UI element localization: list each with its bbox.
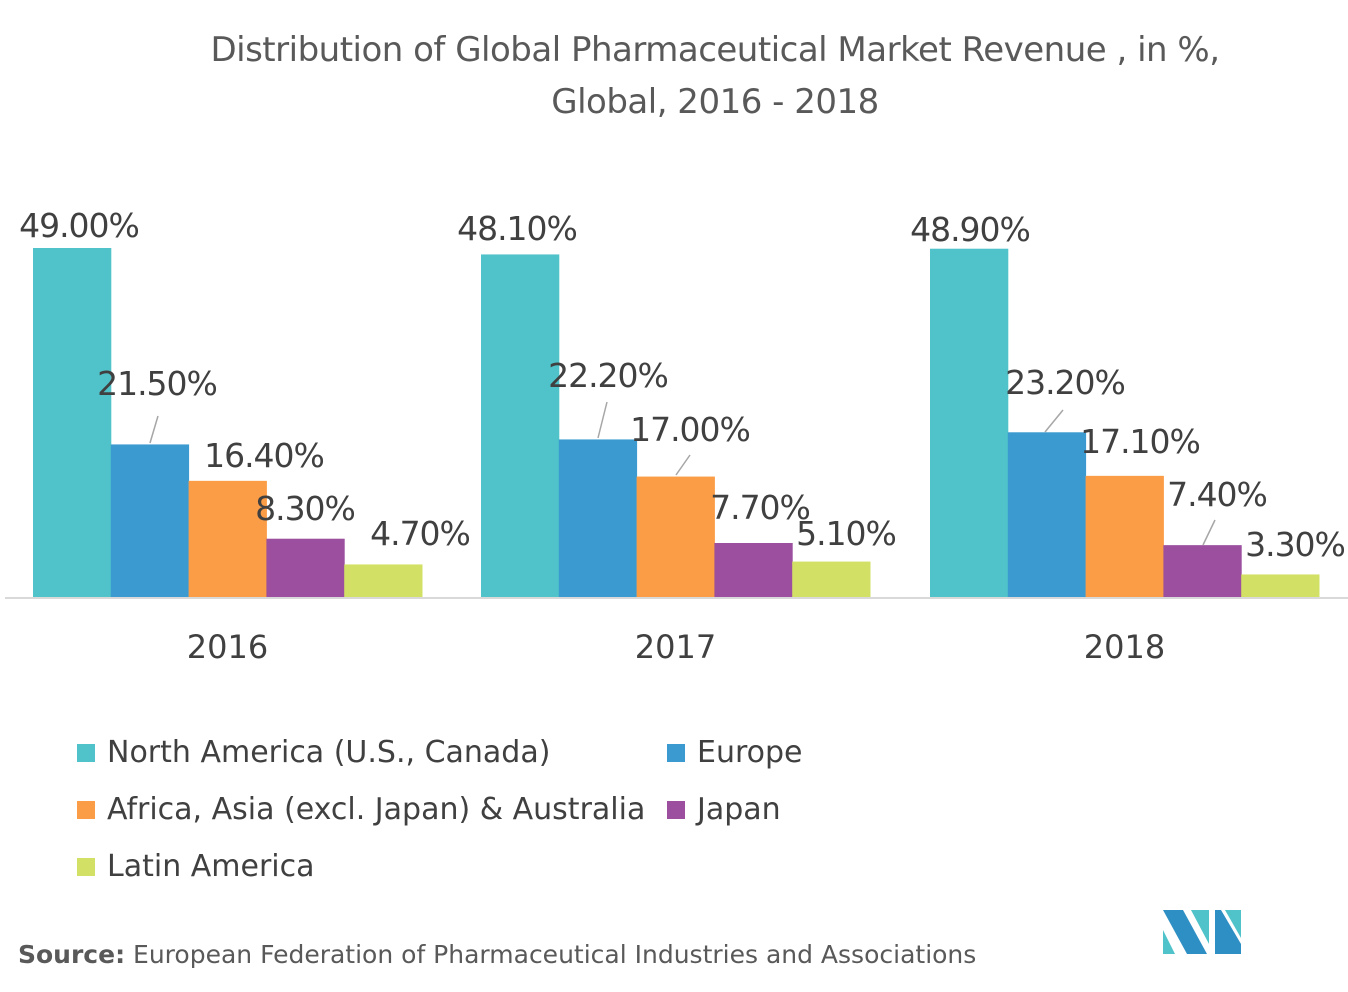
- data-label: 16.40%: [204, 436, 324, 475]
- bar-chart: 49.00% 21.50% 16.40% 8.30% 4.70% 2016 48.10% 22…: [5, 206, 1348, 666]
- bar: [344, 564, 423, 598]
- bar: [930, 248, 1009, 598]
- label-leader-line: [675, 454, 691, 476]
- legend-item-africa-asia-australia: Africa, Asia (excl. Japan) & Australia: [77, 792, 645, 827]
- title-line-2: Global, 2016 - 2018: [551, 82, 879, 122]
- bar: [1085, 475, 1164, 598]
- data-label: 22.20%: [548, 356, 668, 395]
- data-label: 48.10%: [457, 209, 577, 248]
- data-label: 7.70%: [710, 488, 810, 527]
- bar: [792, 561, 871, 598]
- legend-item-north-america: North America (U.S., Canada): [77, 735, 550, 770]
- legend-label: Europe: [697, 735, 803, 770]
- data-label: 49.00%: [19, 206, 139, 245]
- legend-item-japan: Japan: [667, 792, 781, 827]
- legend-item-europe: Europe: [667, 735, 803, 770]
- bar: [636, 476, 715, 598]
- source-text: European Federation of Pharmaceutical In…: [125, 940, 977, 969]
- bar: [558, 439, 638, 598]
- data-label: 21.50%: [97, 364, 217, 403]
- data-label: 3.30%: [1245, 525, 1345, 564]
- legend-swatch: [667, 743, 685, 762]
- data-label: 4.70%: [370, 514, 470, 553]
- bar: [188, 480, 267, 598]
- bar: [110, 444, 190, 598]
- bar: [714, 543, 793, 598]
- source-label: Source:: [18, 940, 126, 969]
- source-note: Source: European Federation of Pharmaceu…: [18, 940, 976, 969]
- bar: [1007, 432, 1087, 598]
- label-leader-line: [149, 415, 159, 444]
- legend-swatch: [667, 800, 685, 819]
- legend-swatch: [77, 800, 95, 819]
- brand-logo: [1163, 910, 1241, 954]
- bar: [481, 254, 560, 598]
- x-tick-label: 2018: [1084, 628, 1165, 666]
- label-leader-line: [1044, 409, 1064, 433]
- bar: [1163, 545, 1242, 598]
- legend-label: North America (U.S., Canada): [107, 735, 551, 770]
- chart-title: Distribution of Global Pharmaceutical Ma…: [0, 24, 1348, 128]
- x-tick-label: 2016: [187, 628, 268, 666]
- legend-item-latin-america: Latin America: [77, 849, 315, 884]
- x-tick-label: 2017: [635, 628, 716, 666]
- label-leader-line: [597, 401, 608, 439]
- data-label: 8.30%: [255, 489, 355, 528]
- legend-label: Latin America: [107, 849, 315, 884]
- legend-label: Africa, Asia (excl. Japan) & Australia: [107, 792, 646, 827]
- data-label: 48.90%: [910, 210, 1030, 249]
- legend-label: Japan: [697, 792, 781, 827]
- data-label: 17.10%: [1080, 422, 1200, 461]
- bar: [33, 248, 112, 598]
- data-label: 17.00%: [630, 410, 750, 449]
- legend-swatch: [77, 743, 95, 762]
- bar: [1241, 574, 1320, 598]
- data-label: 7.40%: [1167, 475, 1267, 514]
- legend-swatch: [77, 857, 95, 876]
- label-leader-line: [1202, 519, 1216, 546]
- data-label: 23.20%: [1005, 363, 1125, 402]
- data-label: 5.10%: [796, 514, 896, 553]
- bar: [266, 538, 345, 598]
- title-line-1: Distribution of Global Pharmaceutical Ma…: [210, 30, 1220, 70]
